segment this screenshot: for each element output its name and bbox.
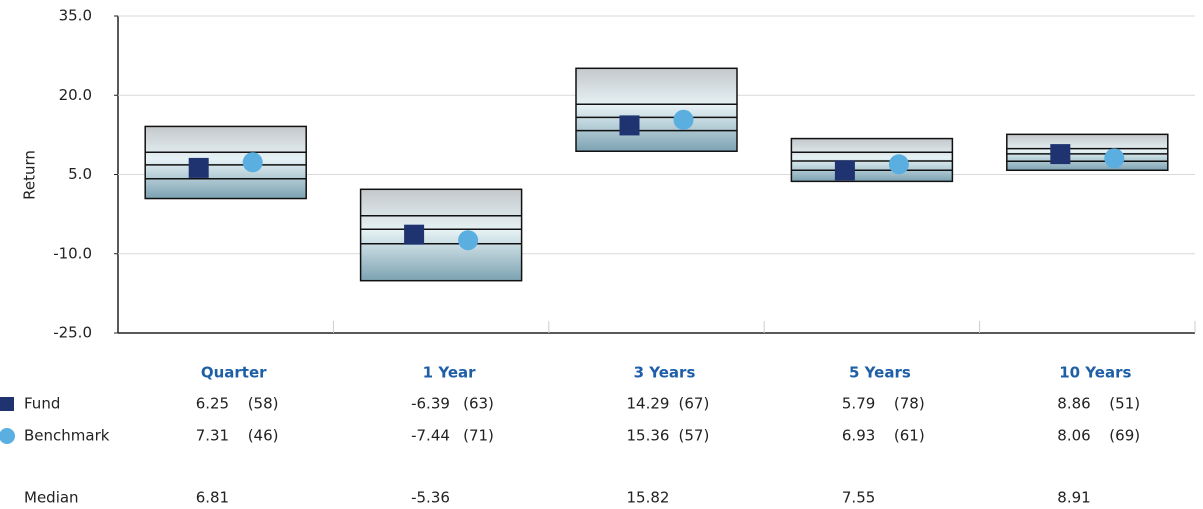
rank-label: (78) bbox=[894, 395, 925, 413]
legend-label: Fund bbox=[24, 395, 60, 413]
legend-label: Benchmark bbox=[24, 427, 110, 445]
benchmark-marker bbox=[1104, 148, 1125, 169]
median-label: Median bbox=[24, 489, 79, 507]
legend-marker bbox=[0, 397, 14, 411]
value-label: 14.29 bbox=[627, 395, 670, 413]
rank-label: (67) bbox=[679, 395, 710, 413]
box bbox=[359, 188, 523, 282]
rank-label: (71) bbox=[463, 427, 494, 445]
rank-label: (69) bbox=[1109, 427, 1140, 445]
y-axis-label: Return bbox=[21, 150, 39, 200]
category-label: 5 Years bbox=[849, 364, 911, 382]
fund-marker bbox=[188, 157, 209, 178]
value-label: 6.93 bbox=[842, 427, 875, 445]
y-tick-label: -10.0 bbox=[53, 244, 92, 262]
category-label: 3 Years bbox=[634, 364, 696, 382]
value-label: 15.36 bbox=[627, 427, 670, 445]
value-label: 8.06 bbox=[1057, 427, 1090, 445]
box bbox=[144, 125, 307, 200]
value-label: 6.25 bbox=[196, 395, 229, 413]
rank-label: (51) bbox=[1109, 395, 1140, 413]
box bbox=[575, 67, 738, 153]
y-tick-label: -25.0 bbox=[53, 324, 92, 342]
box bbox=[790, 137, 954, 183]
median-value: 8.91 bbox=[1057, 489, 1090, 507]
median-value: 7.55 bbox=[842, 489, 875, 507]
benchmark-marker bbox=[242, 152, 263, 173]
fund-marker bbox=[619, 115, 640, 136]
benchmark-marker bbox=[888, 154, 909, 175]
fund-marker bbox=[404, 224, 425, 245]
fund-marker bbox=[1050, 144, 1071, 165]
rank-label: (61) bbox=[894, 427, 925, 445]
value-label: 8.86 bbox=[1057, 395, 1090, 413]
rank-label: (63) bbox=[463, 395, 494, 413]
rank-label: (57) bbox=[679, 427, 710, 445]
value-label: -7.44 bbox=[411, 427, 450, 445]
value-label: 5.79 bbox=[842, 395, 875, 413]
median-value: 6.81 bbox=[196, 489, 229, 507]
category-label: Quarter bbox=[201, 364, 267, 382]
median-value: 15.82 bbox=[627, 489, 670, 507]
benchmark-marker bbox=[458, 230, 479, 251]
y-tick-label: 35.0 bbox=[59, 7, 92, 25]
y-tick-label: 5.0 bbox=[68, 165, 92, 183]
value-label: -6.39 bbox=[411, 395, 450, 413]
y-tick-label: 20.0 bbox=[59, 86, 92, 104]
benchmark-marker bbox=[673, 109, 694, 130]
value-label: 7.31 bbox=[196, 427, 229, 445]
rank-label: (46) bbox=[248, 427, 279, 445]
rank-label: (58) bbox=[248, 395, 279, 413]
category-label: 10 Years bbox=[1059, 364, 1131, 382]
legend-marker bbox=[0, 428, 15, 444]
box bbox=[1006, 133, 1169, 172]
category-label: 1 Year bbox=[423, 364, 476, 382]
fund-marker bbox=[834, 160, 855, 181]
median-value: -5.36 bbox=[411, 489, 450, 507]
